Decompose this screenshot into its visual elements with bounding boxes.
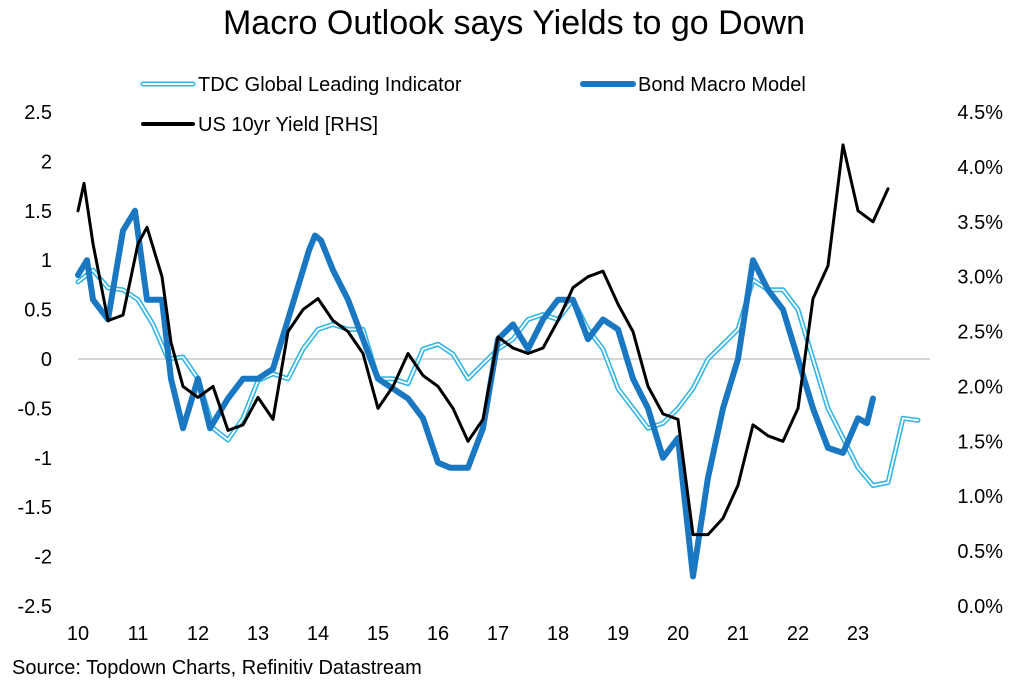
x-tick-label: 12: [187, 623, 209, 645]
x-tick-label: 16: [427, 623, 449, 645]
legend-label-bond: Bond Macro Model: [638, 74, 806, 96]
left-tick-label: -1: [34, 448, 52, 470]
left-tick-label: -0.5: [18, 398, 52, 420]
x-tick-label: 11: [128, 623, 149, 645]
legend-item-tdc: TDC Global Leading Indicator: [140, 74, 462, 96]
right-tick-label: 2.0%: [957, 376, 1003, 398]
left-tick-label: -2: [34, 547, 52, 569]
right-tick-label: 0.0%: [957, 596, 1003, 618]
right-axis: 0.0% 0.5% 1.0% 1.5% 2.0% 2.5% 3.0% 3.5% 4.0% 4.5%: [957, 102, 1003, 618]
right-tick-label: 1.5%: [957, 431, 1003, 453]
left-tick-label: -1.5: [18, 497, 52, 519]
x-tick-label: 15: [367, 623, 389, 645]
legend-label-us10yr: US 10yr Yield [RHS]: [198, 114, 378, 136]
series-group: [75, 143, 921, 580]
x-tick-label: 17: [487, 623, 509, 645]
right-tick-label: 4.0%: [957, 157, 1003, 179]
legend-item-us10yr: US 10yr Yield [RHS]: [141, 114, 378, 136]
right-tick-label: 3.5%: [957, 212, 1003, 234]
left-axis: -2.5 -2 -1.5 -1 -0.5 0 0.5 1 1.5 2 2.5: [18, 102, 52, 618]
x-tick-label: 22: [787, 623, 809, 645]
legend: TDC Global Leading Indicator Bond Macro …: [140, 74, 806, 136]
x-axis: 10 11 12 13 14 15 16 17 18 19 20 21 22 23: [67, 623, 869, 645]
x-tick-label: 10: [67, 623, 89, 645]
series-line-tdc-inner: [77, 269, 919, 487]
x-tick-label: 13: [247, 623, 269, 645]
source-note: Source: Topdown Charts, Refinitiv Datast…: [12, 657, 422, 679]
right-tick-label: 0.5%: [957, 541, 1003, 563]
legend-item-bond: Bond Macro Model: [580, 74, 806, 96]
x-tick-label: 23: [847, 623, 869, 645]
x-tick-label: 19: [607, 623, 629, 645]
left-tick-label: 2.5: [24, 102, 52, 124]
x-tick-label: 14: [307, 623, 329, 645]
right-tick-label: 2.5%: [957, 322, 1003, 344]
series-line-bond: [75, 207, 876, 580]
right-tick-label: 3.0%: [957, 267, 1003, 289]
left-tick-label: 0.5: [24, 300, 52, 322]
left-tick-label: -2.5: [18, 596, 52, 618]
x-tick-label: 21: [727, 623, 749, 645]
left-tick-label: 2: [41, 151, 52, 173]
left-tick-label: 1: [41, 250, 52, 272]
x-tick-label: 20: [667, 623, 689, 645]
left-tick-label: 1.5: [24, 201, 52, 223]
right-tick-label: 4.5%: [957, 102, 1003, 124]
right-tick-label: 1.0%: [957, 486, 1003, 508]
legend-label-tdc: TDC Global Leading Indicator: [198, 74, 462, 96]
x-tick-label: 18: [547, 623, 569, 645]
chart-title: Macro Outlook says Yields to go Down: [223, 4, 805, 42]
series-line-us10yr: [76, 143, 890, 537]
left-tick-label: 0: [41, 349, 52, 371]
